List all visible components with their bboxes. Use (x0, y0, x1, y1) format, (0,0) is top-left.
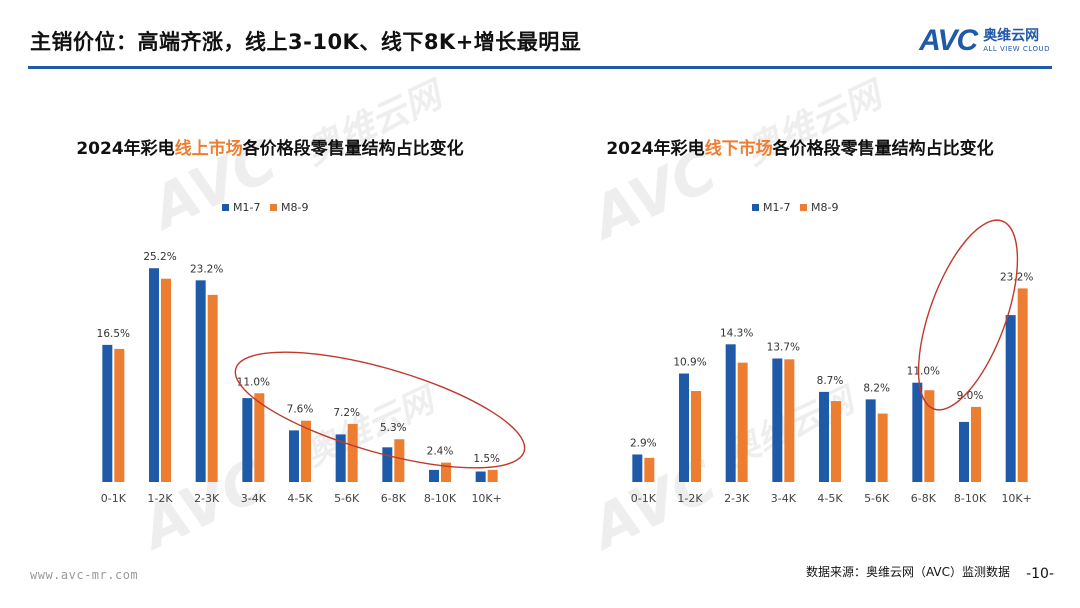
bar-m8-9 (347, 423, 358, 482)
data-label: 8.2% (863, 382, 890, 394)
offline-chart-svg: M1-7 M8-9 2.9% 0-1K 10.9% 1-2K 14.3% 2-3K 13.7% 3… (630, 201, 1033, 505)
data-label: 10.9% (673, 357, 706, 369)
legend-label: M1-7 (763, 201, 790, 214)
bar-m1-7 (289, 430, 299, 482)
bar-m8-9 (207, 294, 218, 482)
offline-chart-title: 2024年彩电线下市场各价格段零售量结构占比变化 (606, 139, 994, 159)
bar-m8-9 (254, 393, 265, 482)
bar-m8-9 (301, 420, 311, 482)
data-source: 数据来源：奥维云网（AVC）监测数据 (805, 565, 1010, 579)
legend-label: M8-9 (281, 201, 308, 214)
data-label: 13.7% (767, 341, 800, 353)
category-label: 2-3K (194, 492, 220, 505)
logo-cn-text: 奥维云网 (983, 28, 1040, 44)
data-label: 7.2% (333, 407, 360, 419)
bar-m1-7 (865, 399, 876, 482)
avc-logo: AVC 奥维云网 ALL VIEW CLOUD (919, 24, 1050, 58)
category-label: 6-8K (381, 492, 407, 505)
data-label: 8.7% (817, 375, 844, 387)
bar-m8-9 (1017, 288, 1028, 482)
website-text: www.avc-mr.com (30, 568, 139, 582)
category-label: 3-4K (241, 492, 267, 505)
bar-m1-7 (242, 398, 253, 482)
data-label: 25.2% (143, 251, 176, 263)
category-label: 5-6K (864, 492, 890, 505)
logo-en-text: ALL VIEW CLOUD (983, 45, 1050, 53)
bar-m8-9 (487, 469, 498, 482)
bar-m1-7 (725, 344, 736, 482)
category-label: 3-4K (771, 492, 797, 505)
bar-m8-9 (737, 362, 748, 482)
category-label: 6-8K (911, 492, 937, 505)
bar-m8-9 (831, 401, 841, 482)
legend-swatch (222, 204, 229, 211)
category-label: 5-6K (334, 492, 360, 505)
data-label: 9.0% (957, 390, 984, 402)
category-label: 1-2K (147, 492, 173, 505)
bar-m1-7 (475, 471, 486, 482)
bar-m1-7 (382, 447, 393, 482)
bar-m8-9 (161, 278, 171, 482)
data-label: 2.4% (427, 446, 454, 458)
legend-label: M8-9 (811, 201, 838, 214)
bar-m1-7 (959, 421, 969, 482)
bar-m8-9 (784, 359, 795, 482)
bar-m1-7 (335, 434, 346, 482)
highlight-ellipse (917, 219, 1019, 411)
bar-m1-7 (632, 454, 643, 482)
bar-m8-9 (691, 391, 701, 482)
data-label: 11.0% (237, 376, 270, 388)
legend-label: M1-7 (233, 201, 260, 214)
bar-m1-7 (1005, 315, 1016, 482)
data-label: 23.2% (190, 263, 223, 275)
category-label: 0-1K (631, 492, 657, 505)
data-label: 7.6% (287, 404, 314, 416)
header-divider (28, 66, 1052, 69)
legend-swatch (270, 204, 277, 211)
category-label: 8-10K (954, 492, 987, 505)
page-number: -10- (1026, 566, 1054, 582)
bar-m1-7 (772, 358, 783, 482)
bar-m1-7 (429, 469, 439, 482)
offline-chart-panel: 2024年彩电线下市场各价格段零售量结构占比变化 M1-7 M8-9 2.9% 0-1… (540, 120, 1060, 520)
chart-legend: M1-7 M8-9 (222, 201, 308, 214)
bar-m8-9 (644, 457, 655, 482)
online-chart-title: 2024年彩电线上市场各价格段零售量结构占比变化 (76, 139, 464, 159)
data-label: 5.3% (380, 422, 407, 434)
data-label: 1.5% (473, 453, 500, 465)
category-label: 4-5K (817, 492, 843, 505)
category-label: 0-1K (101, 492, 127, 505)
data-label: 11.0% (907, 366, 940, 378)
legend-swatch (800, 204, 807, 211)
category-label: 10K+ (471, 492, 501, 505)
bar-m8-9 (971, 406, 981, 482)
bar-m1-7 (912, 382, 923, 482)
bar-m8-9 (394, 439, 405, 482)
data-label: 14.3% (720, 327, 753, 339)
online-chart-panel: 2024年彩电线上市场各价格段零售量结构占比变化 M1-7 M8-9 16.5% 0-… (10, 120, 530, 520)
page-title: 主销价位：高端齐涨，线上3-10K、线下8K+增长最明显 (30, 30, 582, 54)
category-label: 4-5K (287, 492, 313, 505)
category-label: 10K+ (1001, 492, 1031, 505)
bar-m1-7 (819, 391, 829, 482)
bar-m8-9 (877, 413, 888, 482)
legend-swatch (752, 204, 759, 211)
data-label: 16.5% (97, 328, 130, 340)
category-label: 2-3K (724, 492, 750, 505)
bar-m1-7 (679, 373, 689, 482)
bar-m8-9 (441, 462, 451, 482)
chart-legend: M1-7 M8-9 (752, 201, 838, 214)
category-label: 8-10K (424, 492, 457, 505)
online-chart-svg: M1-7 M8-9 16.5% 0-1K 25.2% 1-2K 23.2% 2-3K 11.0%… (97, 201, 526, 505)
bar-m1-7 (102, 344, 113, 482)
category-label: 1-2K (677, 492, 703, 505)
bar-m1-7 (195, 280, 206, 482)
highlight-ellipse (234, 351, 526, 469)
bar-m8-9 (114, 348, 125, 482)
bar-m1-7 (149, 268, 159, 482)
data-label: 2.9% (630, 437, 657, 449)
bar-m8-9 (924, 390, 935, 482)
logo-mark: AVC (919, 24, 978, 57)
